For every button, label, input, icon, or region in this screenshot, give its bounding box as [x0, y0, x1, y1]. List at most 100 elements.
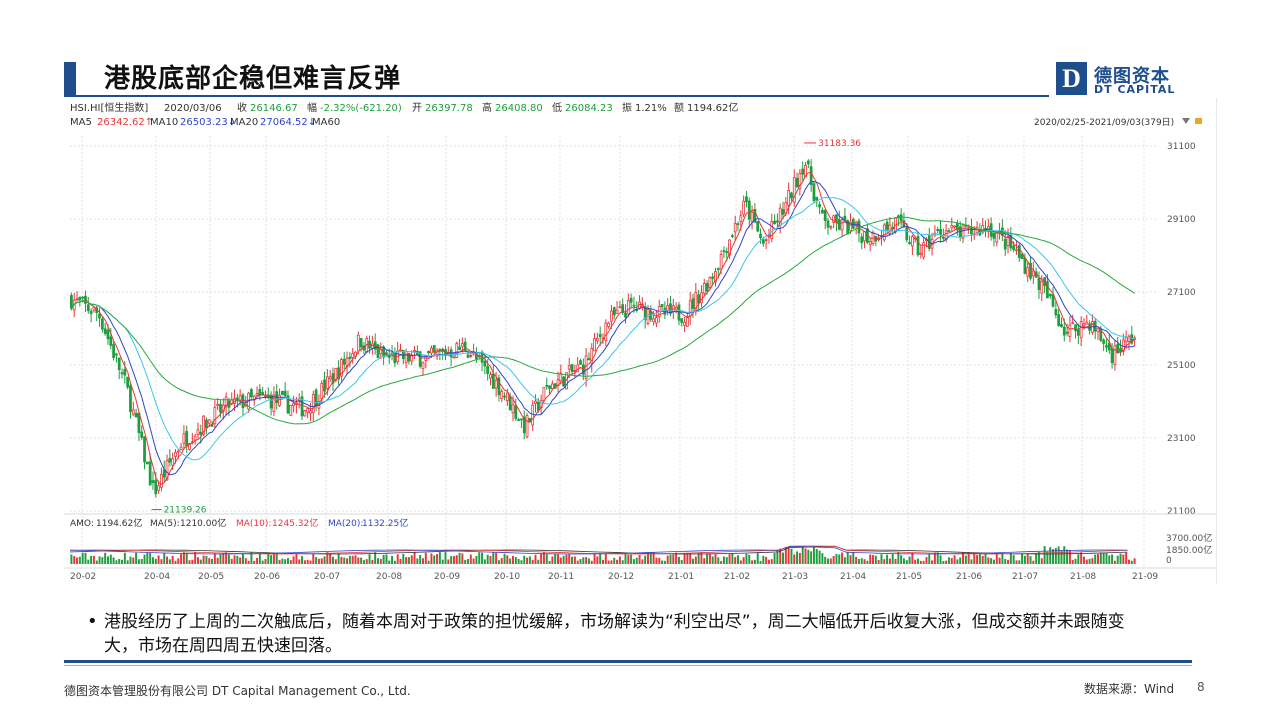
volume-bar: [649, 552, 652, 564]
candle-body: [776, 220, 779, 223]
candle-body: [334, 368, 338, 381]
candle-body: [320, 382, 324, 400]
volume-bar: [762, 555, 765, 564]
volume-bar: [469, 554, 472, 564]
candle-body: [868, 240, 872, 246]
lock-icon[interactable]: [1195, 118, 1202, 124]
volume-bar: [689, 553, 692, 564]
ma-line-ma20: [70, 196, 1135, 461]
candle-body: [714, 271, 717, 283]
candle-body: [610, 310, 613, 322]
volume-bar: [655, 557, 658, 564]
volume-bar: [92, 555, 95, 564]
ma-line-ma10: [70, 180, 1135, 476]
volume-bar: [433, 555, 436, 564]
volume-bar: [180, 554, 183, 564]
volume-bar: [506, 555, 509, 564]
volume-bar: [129, 556, 132, 564]
volume-bar: [1077, 554, 1080, 564]
candle-body: [590, 348, 594, 364]
candle-body: [106, 329, 110, 340]
candle-body: [115, 353, 118, 356]
volume-ma-line: [69, 545, 1128, 555]
range-dropdown-icon[interactable]: [1182, 118, 1190, 124]
y-tick-label: 25100: [1167, 361, 1196, 371]
candle-body: [407, 353, 411, 362]
volume-bar: [759, 560, 762, 564]
volume-bar: [115, 560, 118, 564]
candle-body: [567, 365, 571, 370]
volume-bar: [146, 552, 149, 564]
volume-bar: [644, 555, 647, 564]
volume-bar: [573, 556, 576, 564]
candle-body: [205, 419, 208, 429]
volume-bar: [635, 557, 638, 564]
hsi-candlestick-chart: HSI.HI[恒生指数] 2020/03/06 收 26146.67 幅 -2.…: [64, 101, 1216, 582]
volume-bar: [739, 560, 742, 564]
ma20-legend-value: 27064.52↓: [260, 117, 316, 128]
volume-bar: [427, 560, 430, 564]
candle-body: [911, 236, 914, 247]
candle-body: [331, 373, 335, 384]
candle-body: [148, 461, 152, 486]
volume-bar: [928, 554, 931, 564]
ma5-legend-label: MA5: [70, 117, 92, 128]
candle-body: [947, 230, 951, 232]
volume-bar: [1074, 558, 1077, 564]
volume-bar: [992, 559, 995, 564]
volume-bar: [711, 556, 714, 564]
candle-body: [919, 252, 923, 255]
volume-bar: [438, 552, 441, 564]
change-label: 幅: [307, 101, 317, 114]
volume-bar: [1097, 554, 1100, 564]
volume-bar: [1080, 552, 1083, 564]
volume-bar: [630, 554, 633, 564]
volume-bar: [841, 552, 844, 564]
volume-bar: [272, 553, 275, 564]
candle-body: [570, 364, 574, 372]
candle-body: [747, 200, 751, 220]
footer-rule-thin: [64, 665, 1192, 666]
close-label: 收: [237, 101, 247, 114]
candle-body: [340, 359, 343, 377]
volume-bar: [953, 555, 956, 564]
candle-body: [1017, 245, 1021, 258]
volume-bar: [1116, 555, 1119, 564]
candle-body: [328, 376, 332, 380]
volume-bar: [1119, 553, 1122, 564]
candle-body: [781, 209, 785, 215]
candle-body: [1020, 253, 1024, 260]
x-tick-label: 21-02: [724, 572, 750, 582]
change-value: -2.32%(-621.20): [320, 103, 402, 114]
volume-bar: [171, 555, 174, 564]
volume-bar: [270, 555, 273, 564]
chart-date: 2020/03/06: [164, 103, 222, 114]
volume-bar: [1071, 560, 1074, 564]
candle-body: [280, 390, 284, 395]
volume-bar: [545, 554, 548, 564]
candle-body: [761, 239, 765, 244]
volume-bar: [756, 553, 759, 564]
volume-bar: [410, 555, 413, 564]
volume-bar: [793, 554, 796, 564]
volume-bar: [956, 559, 959, 564]
volume-bar: [1085, 559, 1088, 564]
volume-bar: [1032, 560, 1035, 564]
candle-body: [503, 395, 506, 398]
candle-body: [469, 355, 473, 357]
volume-bar: [559, 557, 562, 564]
volume-bar: [984, 552, 987, 564]
candle-body: [1113, 345, 1117, 365]
vol-tick-zero: 0: [1166, 556, 1172, 566]
volume-bar: [222, 553, 225, 564]
candle-body: [680, 318, 684, 323]
logo-en-text: DT CAPITAL: [1094, 83, 1176, 96]
candle-body: [1102, 339, 1106, 344]
candle-body: [525, 415, 529, 438]
candle-body: [188, 443, 191, 450]
volume-bar: [680, 560, 683, 564]
candle-body: [916, 236, 920, 256]
volume-bar: [185, 552, 188, 564]
volume-bar: [351, 555, 354, 564]
candle-body: [337, 367, 340, 380]
